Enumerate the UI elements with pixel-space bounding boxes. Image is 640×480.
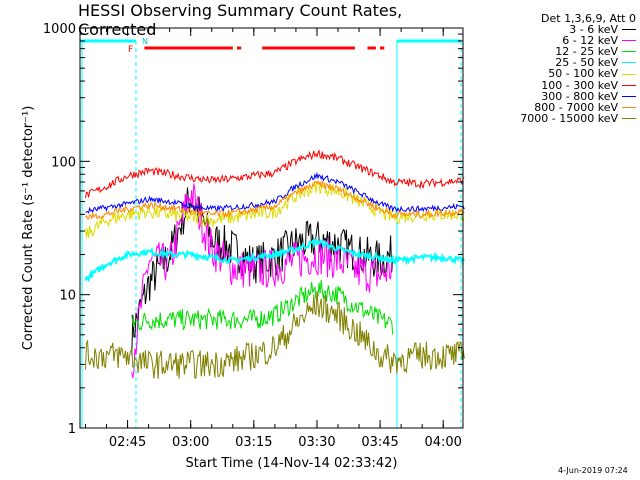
series-line	[85, 290, 465, 379]
y-axis-label: Corrected Count Rate (s⁻¹ detector⁻¹)	[21, 106, 36, 351]
x-tick-label: 03:45	[361, 435, 398, 450]
legend-item: 7000 - 15000 keV	[480, 113, 636, 124]
legend-swatch	[622, 62, 636, 64]
series-line	[84, 237, 466, 283]
x-axis-label: Start Time (14-Nov-14 02:33:42)	[186, 456, 398, 471]
legend-item: 300 - 800 keV	[480, 91, 636, 102]
series-line	[131, 279, 394, 335]
legend-swatch	[622, 95, 636, 97]
legend-swatch	[622, 40, 636, 42]
legend-item: 100 - 300 keV	[480, 78, 636, 92]
legend-swatch	[622, 84, 636, 86]
legend-item: 800 - 7000 keV	[480, 102, 636, 113]
legend-swatch	[622, 51, 636, 53]
x-tick-label: 03:00	[172, 435, 209, 450]
annotation-n: N	[142, 37, 148, 46]
legend-label: 7000 - 15000 keV	[520, 111, 618, 125]
series-line	[131, 183, 394, 379]
legend-swatch	[622, 73, 636, 75]
chart-title: HESSI Observing Summary Count Rates, Cor…	[78, 1, 403, 39]
legend-swatch	[622, 106, 636, 108]
series-line	[85, 179, 465, 220]
x-tick-label: 02:45	[109, 435, 146, 450]
y-tick-label: 1000	[43, 22, 76, 37]
x-tick-label: 04:00	[424, 435, 461, 450]
legend-label: 300 - 800 keV	[541, 89, 618, 103]
series-line	[85, 171, 465, 214]
legend-label: 6 - 12 keV	[562, 34, 618, 48]
legend-swatch	[622, 29, 636, 31]
plot-frame	[79, 27, 464, 429]
series-line	[85, 181, 465, 238]
series-line	[85, 149, 465, 199]
x-tick-label: 03:30	[298, 435, 335, 450]
legend-item: 50 - 100 keV	[480, 67, 636, 81]
annotation-f: F	[128, 45, 133, 55]
x-tick-label: 03:15	[235, 435, 272, 450]
legend-label: 12 - 25 keV	[555, 45, 618, 59]
legend-label: 100 - 300 keV	[541, 78, 618, 92]
legend-label: 25 - 50 keV	[555, 56, 618, 70]
legend-item: 3 - 6 keV	[480, 24, 636, 35]
legend-item: 25 - 50 keV	[480, 57, 636, 68]
y-tick-label: 100	[51, 155, 76, 170]
legend-label: 50 - 100 keV	[548, 67, 618, 81]
y-tick-label: 1	[68, 422, 76, 437]
y-tick-label: 10	[59, 289, 76, 304]
legend-header: Det 1,3,6,9, Att 0	[541, 12, 636, 25]
legend: Det 1,3,6,9, Att 0 3 - 6 keV 6 - 12 keV 12…	[480, 13, 636, 124]
footer-timestamp: 4-Jun-2019 07:24	[558, 466, 628, 475]
legend-item: 12 - 25 keV	[480, 46, 636, 57]
legend-label: 800 - 7000 keV	[534, 100, 618, 114]
legend-item: 6 - 12 keV	[480, 35, 636, 46]
legend-swatch	[622, 117, 636, 119]
legend-label: 3 - 6 keV	[569, 23, 618, 37]
